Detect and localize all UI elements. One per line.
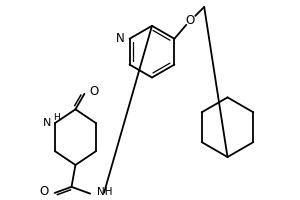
Text: H: H bbox=[53, 113, 60, 122]
Text: O: O bbox=[186, 14, 195, 27]
Text: O: O bbox=[89, 85, 99, 98]
Text: N: N bbox=[43, 118, 51, 128]
Text: N: N bbox=[116, 32, 124, 45]
Text: O: O bbox=[40, 185, 49, 198]
Text: NH: NH bbox=[97, 187, 112, 197]
